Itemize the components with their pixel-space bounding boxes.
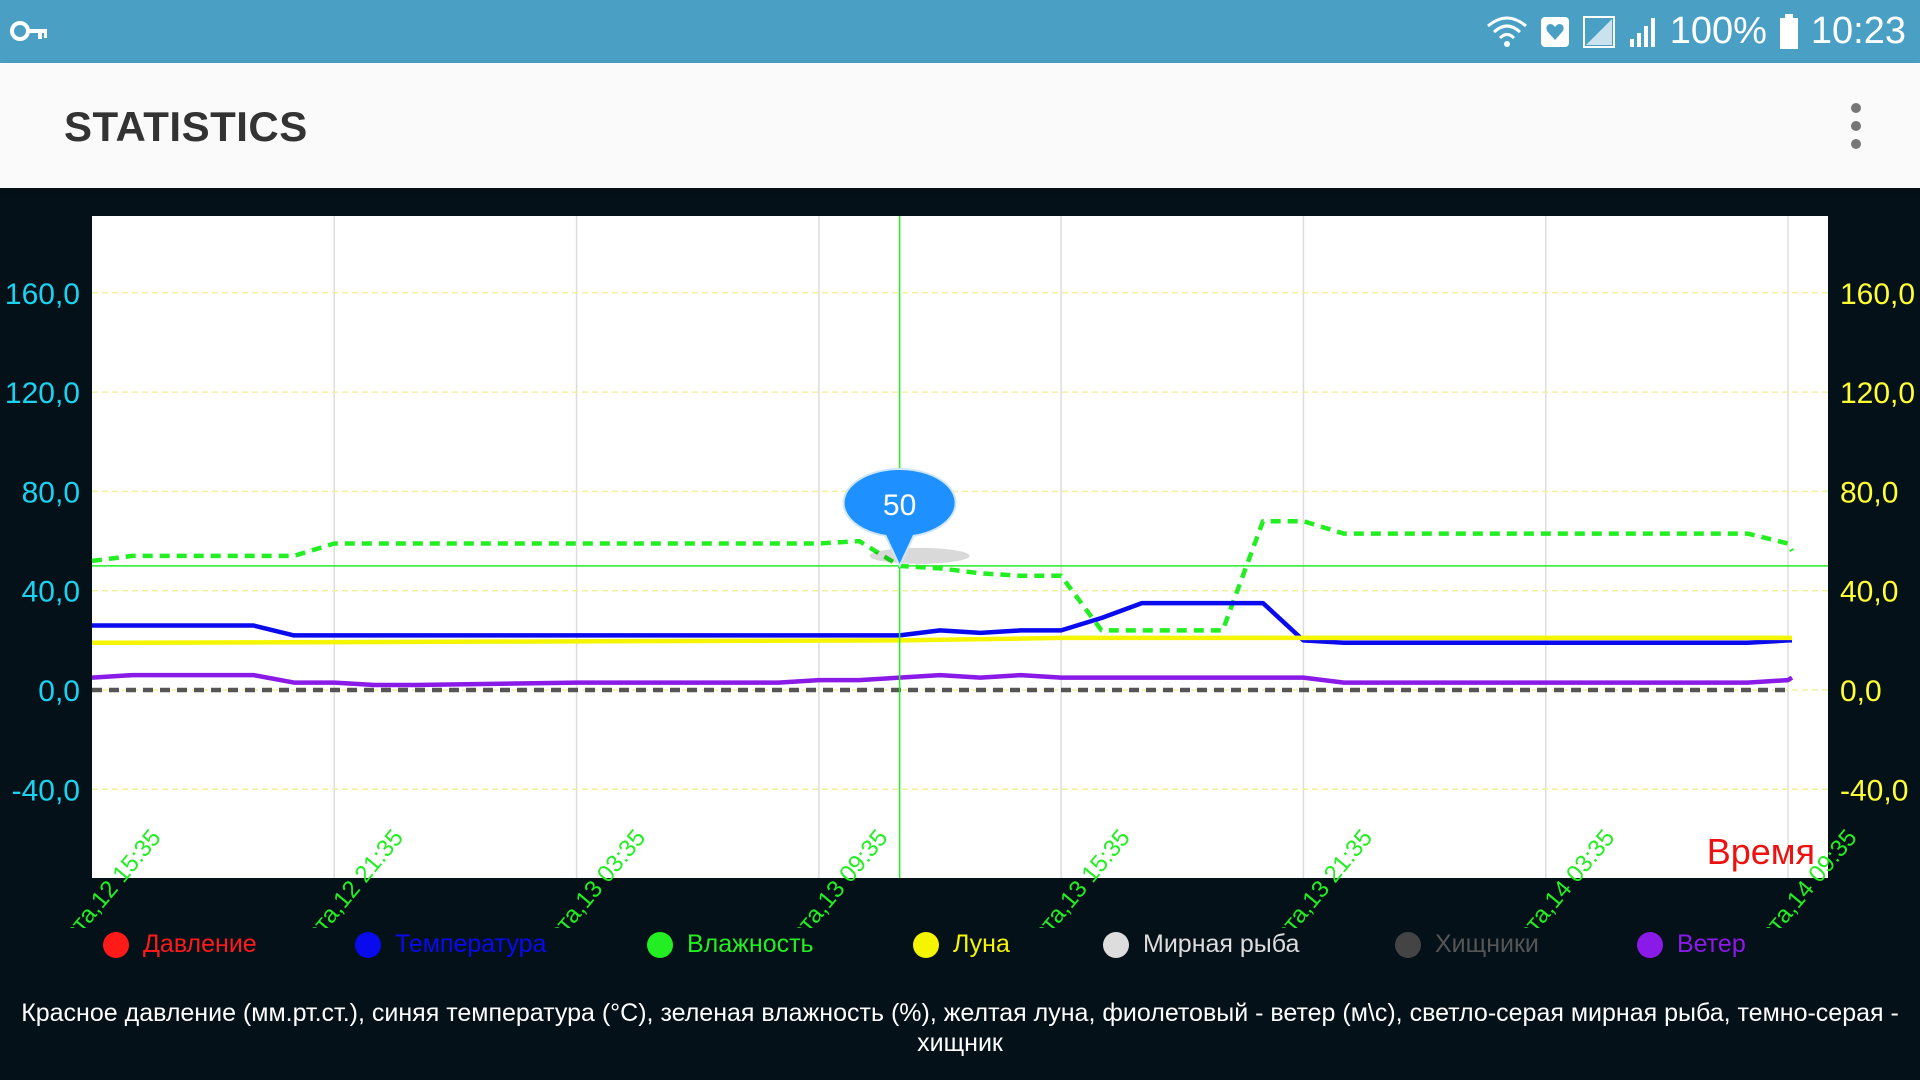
chart-legend: Давление Температура Влажность Луна Мирная р… — [0, 930, 1920, 970]
page-title: STATISTICS — [64, 103, 308, 150]
marker-value-label: 50 — [883, 489, 916, 522]
legend-dot-icon — [1637, 931, 1663, 958]
y-tick-label-left: 0,0 — [38, 675, 80, 708]
legend-dot-icon — [647, 931, 673, 958]
y-tick-label-right: -40,0 — [1840, 774, 1908, 807]
status-bar: 100% 10:23 — [0, 0, 1920, 63]
y-tick-label-right: 160,0 — [1840, 278, 1915, 311]
y-tick-label-left: 160,0 — [5, 278, 80, 311]
legend-item[interactable]: Хищники — [1395, 930, 1539, 959]
legend-label: Влажность — [687, 930, 814, 958]
battery-percent: 100% — [1669, 10, 1767, 52]
y-tick-label-left: 40,0 — [22, 576, 80, 609]
legend-item[interactable]: Луна — [913, 930, 1010, 959]
app-bar: STATISTICS — [0, 63, 1920, 188]
legend-item[interactable]: Влажность — [647, 930, 814, 959]
y-tick-label-left: -40,0 — [12, 774, 80, 807]
y-tick-label-right: 0,0 — [1840, 675, 1882, 708]
clock: 10:23 — [1810, 10, 1906, 52]
wifi-icon — [1486, 16, 1527, 47]
legend-item[interactable]: Давление — [103, 930, 257, 959]
legend-label: Луна — [953, 930, 1010, 958]
legend-label: Хищники — [1435, 930, 1539, 958]
legend-item[interactable]: Мирная рыба — [1103, 930, 1299, 959]
plot-area — [92, 216, 1828, 878]
no-sim-icon — [1582, 15, 1615, 48]
y-tick-label-right: 120,0 — [1840, 377, 1915, 410]
legend-item[interactable]: Ветер — [1637, 930, 1746, 959]
heart-notification-icon — [1540, 16, 1569, 47]
key-icon — [10, 21, 47, 41]
line-chart[interactable]: 160,0 160,0 120,0 120,0 80,0 80,0 40,0 40,0 0,0 0… — [0, 188, 1920, 928]
legend-dot-icon — [355, 931, 381, 958]
series-line[interactable] — [91, 672, 1794, 688]
legend-dot-icon — [1103, 931, 1129, 958]
y-tick-label-left: 80,0 — [22, 476, 80, 509]
series-line[interactable] — [91, 635, 1792, 646]
marker-shadow — [869, 547, 970, 564]
legend-item[interactable]: Температура — [355, 930, 546, 959]
legend-label: Ветер — [1677, 930, 1746, 958]
series-line[interactable] — [91, 518, 1794, 633]
legend-label: Давление — [143, 930, 257, 958]
marker-bubble[interactable] — [842, 467, 957, 569]
y-tick-label-right: 40,0 — [1840, 576, 1898, 609]
legend-dot-icon — [1395, 931, 1421, 958]
legend-dot-icon — [913, 931, 939, 958]
legend-dot-icon — [103, 931, 129, 958]
series-line[interactable] — [92, 600, 1792, 646]
x-axis-label: Время — [1707, 831, 1815, 872]
signal-icon — [1629, 17, 1655, 47]
legend-label: Температура — [395, 930, 547, 958]
chart-caption: Красное давление (мм.рт.ст.), синяя темп… — [21, 999, 1899, 1057]
more-vertical-icon[interactable] — [1844, 103, 1868, 151]
y-tick-label-left: 120,0 — [5, 377, 80, 410]
y-tick-label-right: 80,0 — [1840, 476, 1898, 509]
legend-label: Мирная рыба — [1143, 930, 1300, 958]
battery-icon — [1779, 13, 1798, 49]
